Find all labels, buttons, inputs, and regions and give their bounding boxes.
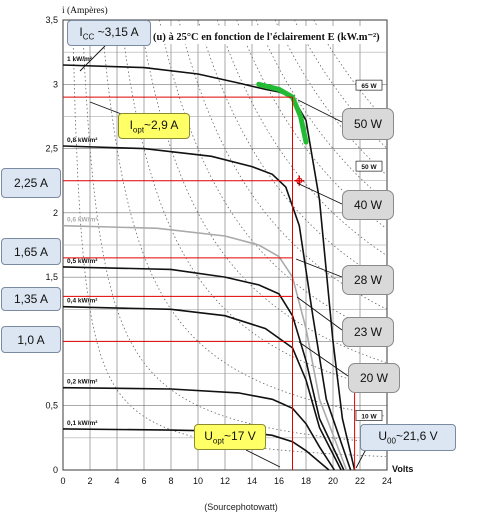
series-label: 0,4 kW/m² <box>67 298 98 305</box>
iso-power-box <box>355 160 383 172</box>
iso-power-curve <box>236 19 386 228</box>
x-tick-label: 22 <box>355 476 365 486</box>
w28-label: 28 W <box>353 273 382 287</box>
y-tick-label: 0,5 <box>45 401 58 411</box>
x-tick-label: 20 <box>328 476 338 486</box>
w20-label: 20 W <box>359 371 388 385</box>
y-tick-label: 3 <box>53 79 58 89</box>
y-tick-label: 2,5 <box>45 144 58 154</box>
series-label: 1 kW/m² <box>67 56 93 63</box>
x-tick-label: 18 <box>301 476 311 486</box>
w40-label: 40 W <box>353 198 382 212</box>
iso-power-label: 10 W <box>361 414 377 421</box>
x-tick-label: 4 <box>114 476 119 486</box>
iopt-label: Iopt~2,9 A <box>129 117 179 135</box>
x-tick-label: 16 <box>274 476 284 486</box>
uoo-callout: U00~21,6 V <box>360 424 456 451</box>
w20-callout: 20 W <box>348 363 400 393</box>
callout-pointer <box>298 341 349 377</box>
w23-label: 23 W <box>353 325 382 339</box>
iv-curve <box>62 386 336 471</box>
iso-power-curve <box>101 19 386 417</box>
x-tick-label: 14 <box>247 476 257 486</box>
y-tick-label: 1,5 <box>45 272 58 282</box>
iso-power-box <box>355 79 383 91</box>
x-axis-label: Volts <box>392 464 413 474</box>
x-tick-label: 10 <box>193 476 203 486</box>
a165-callout: 1,65 A <box>1 238 61 265</box>
series-label: 0,5 kW/m² <box>67 258 98 265</box>
y-axis-label: i (Ampères) <box>62 5 108 16</box>
x-tick-label: 12 <box>220 476 230 486</box>
w23-callout: 23 W <box>342 317 394 347</box>
callout-pointer <box>245 449 281 468</box>
callout-pointer <box>296 296 343 331</box>
a225-callout: 2,25 A <box>1 168 61 198</box>
y-tick-label: 0 <box>53 465 58 475</box>
iso-power-curve <box>274 19 387 175</box>
w50-callout: 50 W <box>342 108 394 140</box>
series-label: 0,2 kW/m² <box>67 379 98 386</box>
iso-power-label: 65 W <box>361 83 377 90</box>
iso-power-curve <box>120 19 386 390</box>
x-tick-label: 24 <box>382 476 392 486</box>
x-tick-label: 0 <box>60 476 65 486</box>
w50-label: 50 W <box>353 117 382 131</box>
optimum-point-circle <box>296 177 303 184</box>
icc-label: ICC ~3,15 A <box>79 24 139 42</box>
y-tick-label: 2 <box>53 208 58 218</box>
iv-curve <box>62 305 342 471</box>
x-tick-label: 2 <box>87 476 92 486</box>
callout-pointer <box>79 45 106 72</box>
chart-title: (u) à 25°C en fonction de l'éclairement … <box>153 32 380 43</box>
a135-label: 1,35 A <box>13 292 49 306</box>
iso-power-label: 50 W <box>361 164 377 171</box>
callout-pointer <box>297 99 343 123</box>
uopt-callout: Uopt~17 V <box>194 424 266 450</box>
iso-power-curve <box>159 19 387 337</box>
x-tick-label: 8 <box>168 476 173 486</box>
w28-callout: 28 W <box>342 265 394 295</box>
callout-pointer <box>296 182 343 205</box>
series-label: 0,6 kW/m² <box>67 217 98 224</box>
iv-curve <box>62 224 348 471</box>
callout-pointer <box>295 258 343 278</box>
icc-callout: ICC ~3,15 A <box>67 20 151 46</box>
source-footer: (Sourcephotowatt) <box>204 502 278 512</box>
uopt-label: Uopt~17 V <box>204 428 256 446</box>
series-label: 0,8 kW/m² <box>67 137 98 144</box>
x-tick-label: 6 <box>141 476 146 486</box>
uoo-label: U00~21,6 V <box>378 429 438 446</box>
iopt-callout: Iopt~2,9 A <box>118 113 190 139</box>
a165-label: 1,65 A <box>13 244 49 259</box>
iso-power-box <box>355 410 383 421</box>
a10-label: 1,0 A <box>17 332 45 347</box>
title-band <box>150 26 386 44</box>
iv-curve <box>62 428 330 471</box>
iv-curve <box>62 266 345 471</box>
w40-callout: 40 W <box>342 190 394 220</box>
series-label: 0,1 kW/m² <box>67 420 98 427</box>
a225-label: 2,25 A <box>13 176 49 190</box>
a10-callout: 1,0 A <box>1 326 61 353</box>
y-tick-label: 3,5 <box>45 15 58 25</box>
a135-callout: 1,35 A <box>1 287 61 311</box>
